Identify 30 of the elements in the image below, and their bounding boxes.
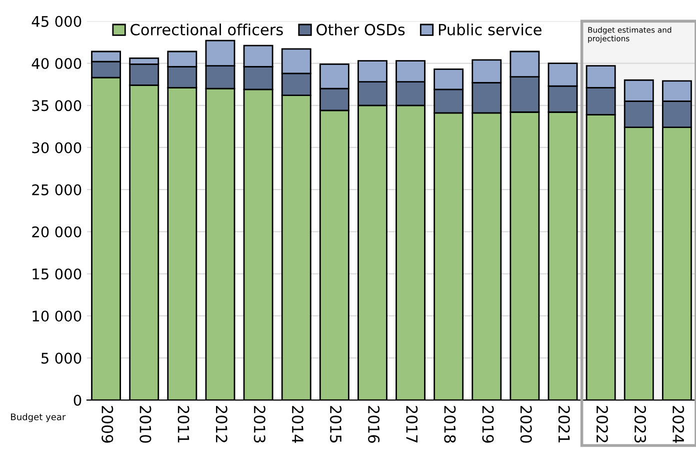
- x-tick-label: 2021: [558, 406, 570, 442]
- y-tick-label: 20 000: [32, 226, 82, 238]
- x-tick-label: 2022: [596, 406, 608, 442]
- x-tick-label: 2023: [634, 406, 646, 443]
- y-tick-label: 10 000: [32, 310, 82, 322]
- x-tick-label: 2010: [140, 406, 152, 443]
- y-tick-label: 25 000: [32, 184, 82, 196]
- x-tick-label: 2018: [444, 406, 456, 443]
- y-tick-label: 15 000: [32, 268, 82, 280]
- x-tick-label: 2016: [368, 406, 380, 443]
- x-tick-label: 2015: [330, 406, 342, 442]
- y-tick-label: 35 000: [32, 100, 82, 112]
- y-tick-label: 0: [74, 394, 82, 406]
- x-tick-label: 2013: [254, 406, 266, 443]
- x-tick-label: 2014: [292, 406, 304, 443]
- x-tick-label: 2020: [520, 406, 532, 443]
- x-tick-label: 2017: [406, 406, 418, 442]
- x-tick-label: 2009: [102, 406, 114, 443]
- legend-label: Public service: [438, 24, 542, 36]
- x-tick-label: 2019: [482, 406, 494, 443]
- y-tick-label: 5 000: [42, 352, 82, 364]
- x-tick-label: 2011: [178, 406, 190, 442]
- y-tick-label: 45 000: [32, 16, 82, 27]
- y-tick-label: 40 000: [32, 58, 82, 70]
- x-tick-label: 2024: [672, 406, 684, 443]
- y-tick-label: 30 000: [32, 142, 82, 154]
- legend-label: Correctional officers: [130, 24, 283, 36]
- legend-label: Other OSDs: [316, 24, 405, 36]
- x-axis-title: Budget year: [11, 413, 66, 422]
- x-tick-label: 2012: [216, 406, 228, 442]
